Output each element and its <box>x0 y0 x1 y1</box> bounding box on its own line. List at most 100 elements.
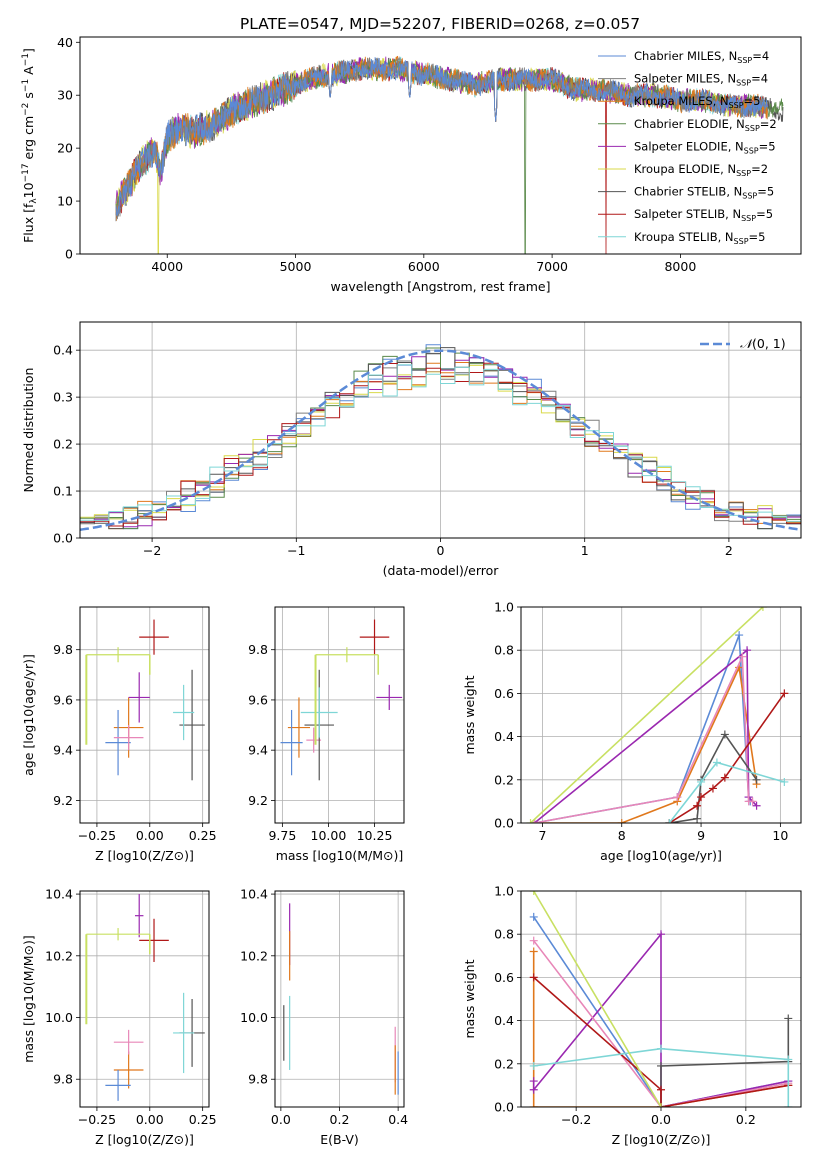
weight-marker <box>720 773 729 782</box>
axes-frame <box>520 890 802 1108</box>
x-tick-label: 7 <box>538 828 546 843</box>
axes-frame <box>274 606 405 824</box>
y-tick-label: 0.6 <box>494 970 514 985</box>
x-tick-label: 8 <box>618 828 626 843</box>
plot-area <box>529 891 793 1107</box>
chart-mass-vs-Z: −0.25 0.00 0.25 9.8 10.0 10.2 10.4 Z [log10(Z/Z… <box>21 887 217 1147</box>
legend-label: Salpeter STELIB, NSSP=5 <box>634 207 773 223</box>
y-axis-label: mass weight <box>462 959 477 1038</box>
chart-age-vs-mass: 9.75 10.00 10.25 9.2 9.4 9.6 9.8 mass [log10(M/… <box>248 606 405 863</box>
x-tick-label: 0.4 <box>388 1112 408 1127</box>
legend-subscript: SSP <box>745 124 760 133</box>
y-tick-label: 0.2 <box>494 1056 514 1071</box>
y-tick-label: 10.4 <box>240 887 268 902</box>
x-tick-label: 9.75 <box>268 828 296 843</box>
weight-marker <box>693 814 702 823</box>
legend-subscript: SSP <box>741 214 756 223</box>
y-tick-label: 0.2 <box>53 437 73 452</box>
legend-label: Kroupa MILES, NSSP=5 <box>634 94 760 110</box>
x-tick-label: 0.00 <box>136 1112 164 1127</box>
x-axis-label: E(B-V) <box>320 1132 359 1147</box>
weight-line-7 <box>533 1047 790 1107</box>
plot-area <box>85 619 205 781</box>
legend-label: Chabrier MILES, NSSP=4 <box>634 49 769 65</box>
y-label-part: s <box>21 92 36 103</box>
x-tick-label: 4000 <box>151 259 183 274</box>
x-tick-label: 10.25 <box>357 828 393 843</box>
x-tick-label: 8000 <box>664 259 696 274</box>
y-tick-label: 1.0 <box>494 600 514 615</box>
axes-frame <box>79 321 802 539</box>
x-tick-label: −0.2 <box>561 1112 591 1127</box>
weight-marker <box>752 775 761 784</box>
y-tick-label: 9.6 <box>248 692 268 707</box>
x-tick-label: 0.0 <box>651 1112 671 1127</box>
legend-subscript: SSP <box>729 101 744 110</box>
y-tick-label: 30 <box>57 88 73 103</box>
x-axis-label: Z [log10(Z/Z⊙)] <box>612 1132 711 1147</box>
plot-area <box>283 903 399 1095</box>
legend-count: =5 <box>757 185 774 199</box>
y-tick-label: 9.4 <box>53 743 73 758</box>
weight-marker <box>780 777 789 786</box>
y-tick-label: 9.2 <box>248 793 268 808</box>
chart-mass-vs-EBV: 0.0 0.2 0.4 9.8 10.0 10.2 10.4 E(B-V) <box>240 887 408 1147</box>
weight-marker <box>657 930 665 939</box>
legend-label: Salpeter ELODIE, NSSP=5 <box>634 139 776 155</box>
y-label-part: A <box>21 66 36 79</box>
y-tick-label: 9.8 <box>53 642 73 657</box>
y-tick-label: 10.4 <box>45 887 73 902</box>
y-tick-label: 0.0 <box>53 531 73 546</box>
x-tick-label: 0.2 <box>330 1112 350 1127</box>
y-tick-label: 9.8 <box>248 1072 268 1087</box>
axes-frame <box>79 36 802 255</box>
legend-count: =5 <box>744 94 761 108</box>
weight-marker <box>752 801 761 810</box>
y-label-part: λ <box>29 198 39 204</box>
x-axis-label: Z [log10(Z/Z⊙)] <box>95 1132 194 1147</box>
legend-subscript: SSP <box>736 169 751 178</box>
x-tick-label: 0.0 <box>271 1112 291 1127</box>
weight-marker <box>697 793 706 802</box>
y-tick-label: 10.2 <box>240 948 268 963</box>
plot-area <box>526 607 789 823</box>
x-tick-label: 10.00 <box>311 828 347 843</box>
histogram-9 <box>80 364 801 522</box>
weight-marker <box>712 758 721 767</box>
legend-subscript: SSP <box>734 237 749 246</box>
legend-label: Chabrier STELIB, NSSP=5 <box>634 185 774 201</box>
weight-line-5 <box>669 732 758 823</box>
y-tick-label: 0.4 <box>53 343 73 358</box>
plot-area <box>85 894 205 1101</box>
x-tick-label: 2 <box>725 543 733 558</box>
y-tick-label: 0.0 <box>494 816 514 831</box>
plot-area <box>115 55 784 254</box>
legend-count: =5 <box>749 230 766 244</box>
y-tick-label: 0.6 <box>494 686 514 701</box>
legend-count: =2 <box>760 117 777 131</box>
y-tick-label: 10.0 <box>45 1010 73 1025</box>
weight-marker <box>529 1103 538 1107</box>
legend-subscript: SSP <box>742 192 757 201</box>
weight-marker <box>665 819 674 823</box>
y-label-part: erg cm <box>21 116 36 164</box>
x-tick-label: −1 <box>287 543 305 558</box>
weight-marker <box>693 801 702 810</box>
legend-subscript: SSP <box>737 56 752 65</box>
weight-marker <box>529 1085 538 1094</box>
y-tick-label: 0.8 <box>494 927 514 942</box>
y-label-part: ] <box>21 48 36 53</box>
y-tick-label: 10.0 <box>240 1010 268 1025</box>
y-axis-label: age [log10(age/yr)] <box>21 654 36 776</box>
y-tick-label: 10 <box>57 194 73 209</box>
legend-count: =4 <box>752 49 769 63</box>
weight-marker <box>529 936 538 945</box>
chart-mass-weight-vs-Z: −0.2 0.0 0.2 0.0 0.2 0.4 0.6 0.8 1.0 Z [log10(Z/Z… <box>462 884 802 1147</box>
y-tick-label: 9.8 <box>248 642 268 657</box>
weight-line-8 <box>533 891 662 1107</box>
legend-count: =2 <box>751 162 768 176</box>
legend-label: Chabrier ELODIE, NSSP=2 <box>634 117 777 133</box>
y-label-part: Flux [f <box>21 203 36 243</box>
y-tick-label: 0.3 <box>53 390 73 405</box>
weight-marker <box>526 819 535 823</box>
